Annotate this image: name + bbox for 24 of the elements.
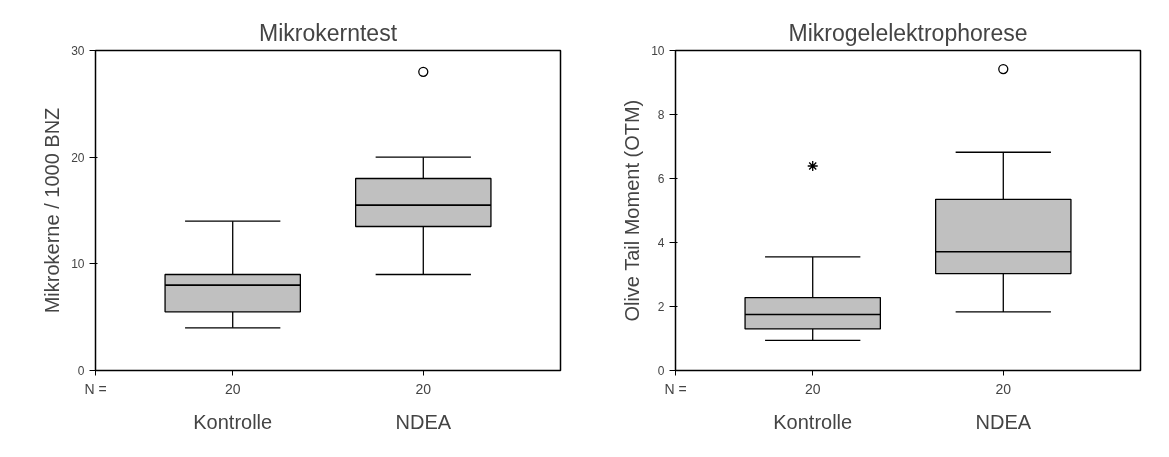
x-tick-label: NDEA: [395, 410, 452, 433]
text: 20: [804, 380, 821, 397]
y-tick-label: 30: [71, 44, 85, 58]
y-tick-label: 4: [657, 236, 665, 250]
y-tick-label: 2: [657, 300, 665, 314]
text: 20: [995, 380, 1012, 397]
text: N =: [664, 380, 687, 397]
text: 20: [224, 380, 241, 397]
text: 20: [415, 380, 432, 397]
y-tick-label: 6: [657, 172, 665, 186]
x-tick-label: Kontrolle: [193, 410, 273, 433]
chart-title: Mikrokerntest: [258, 19, 398, 46]
chart-title: Mikrogelelektrophorese: [788, 19, 1028, 46]
y-tick-label: 0: [77, 364, 85, 378]
text: N =: [84, 380, 107, 397]
y-tick-label: 20: [71, 150, 85, 165]
y-tick-label: 10: [71, 257, 85, 272]
y-axis-title: Olive Tail Moment (OTM): [621, 99, 644, 322]
y-tick-label: 0: [657, 364, 665, 378]
x-tick-label: NDEA: [975, 410, 1032, 433]
y-tick-label: 8: [657, 108, 665, 122]
x-tick-label: Kontrolle: [773, 410, 853, 433]
y-tick-label: 10: [651, 44, 665, 58]
y-axis-title: Mikrokerne / 1000 BNZ: [41, 107, 64, 314]
